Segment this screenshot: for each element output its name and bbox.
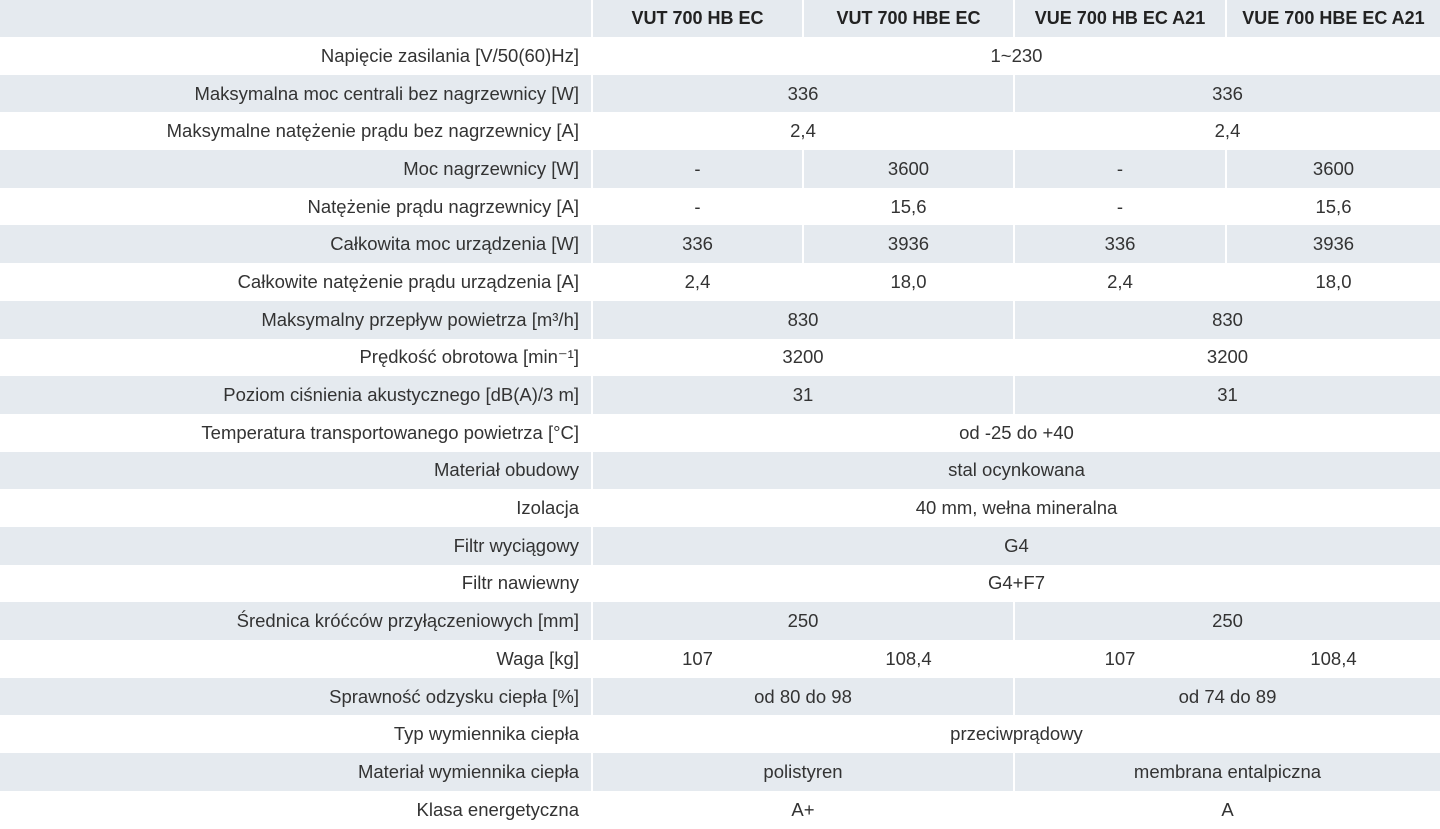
value-cell: A+: [591, 790, 1014, 829]
value-cell: od -25 do +40: [591, 413, 1440, 452]
value-cell: 250: [591, 602, 1014, 640]
table-row: Typ wymiennika ciepła przeciwprądowy: [0, 715, 1440, 754]
table-row: Napięcie zasilania [V/50(60)Hz] 1~230: [0, 37, 1440, 75]
row-label: Całkowite natężenie prądu urządzenia [A]: [237, 270, 579, 292]
table-row: Maksymalny przepływ powietrza [m³/h] 830 8…: [0, 300, 1440, 339]
value-cell: 1~230: [591, 37, 1440, 75]
value-cell: 2,4: [1013, 263, 1226, 301]
value-cell: membrana entalpiczna: [1013, 753, 1440, 791]
row-label: Materiał wymiennika ciepła: [0, 753, 592, 791]
value-cell: 3936: [802, 225, 1014, 264]
value-cell: -: [1013, 187, 1226, 226]
column-header: VUE 700 HB EC A21: [1013, 0, 1226, 37]
value-cell: 3200: [1013, 338, 1440, 377]
row-label: Prędkość obrotowa [min⁻¹]: [359, 346, 579, 368]
value-cell: 2,4: [1013, 112, 1440, 151]
value-cell: 830: [1013, 300, 1440, 339]
row-label: Maksymalny przepływ powietrza [m³/h]: [0, 300, 592, 339]
row-label: Temperatura transportowanego powietrza […: [201, 421, 579, 443]
value-cell: A: [1013, 790, 1440, 829]
row-label: Maksymalna moc centrali bez nagrzewnicy …: [0, 74, 592, 113]
table-row: Temperatura transportowanego powietrza […: [0, 413, 1440, 452]
table-row: Maksymalna moc centrali bez nagrzewnicy …: [0, 74, 1440, 113]
value-cell: 3600: [1225, 150, 1440, 188]
value-cell: 2,4: [591, 263, 803, 301]
table-row: Maksymalne natężenie prądu bez nagrzewni…: [0, 112, 1440, 151]
corner-cell: [0, 0, 592, 37]
value-cell: 3200: [591, 338, 1014, 377]
table-row: Filtr nawiewny G4+F7: [0, 564, 1440, 603]
value-cell: 250: [1013, 602, 1440, 640]
value-cell: 18,0: [1225, 263, 1440, 301]
row-label: Poziom ciśnienia akustycznego [dB(A)/3 m…: [0, 376, 592, 414]
row-label: Średnica króćców przyłączeniowych [mm]: [0, 602, 592, 640]
value-cell: -: [591, 150, 803, 188]
table-row: Waga [kg] 107 108,4 107 108,4: [0, 640, 1440, 678]
value-cell: 31: [591, 376, 1014, 414]
value-cell: 31: [1013, 376, 1440, 414]
row-label: Całkowita moc urządzenia [W]: [0, 225, 592, 264]
value-cell: 108,4: [1225, 640, 1440, 678]
table-row: Natężenie prądu nagrzewnicy [A] -15,6-15,…: [0, 187, 1440, 226]
value-cell: stal ocynkowana: [591, 451, 1440, 490]
table-row: Całkowite natężenie prądu urządzenia [A]…: [0, 263, 1440, 301]
header-row: VUT 700 HB EC VUT 700 HBE EC VUE 700 HB EC…: [0, 0, 1440, 37]
table-row: Materiał obudowy stal ocynkowana: [0, 451, 1440, 490]
value-cell: 3936: [1225, 225, 1440, 264]
column-header: VUT 700 HB EC: [591, 0, 803, 37]
value-cell: -: [591, 187, 803, 226]
table-body: Napięcie zasilania [V/50(60)Hz] 1~230 Maks…: [0, 37, 1440, 829]
table-row: Poziom ciśnienia akustycznego [dB(A)/3 m…: [0, 376, 1440, 414]
table-row: Izolacja 40 mm, wełna mineralna: [0, 489, 1440, 527]
table-row: Prędkość obrotowa [min⁻¹] 3200 3200: [0, 338, 1440, 377]
table-row: Moc nagrzewnicy [W] -3600-3600: [0, 150, 1440, 188]
row-label: Izolacja: [516, 497, 579, 519]
value-cell: G4: [591, 526, 1440, 565]
value-cell: 3600: [802, 150, 1014, 188]
row-label: Filtr nawiewny: [461, 572, 579, 594]
value-cell: 15,6: [802, 187, 1014, 226]
value-cell: 336: [1013, 225, 1226, 264]
table-row: Klasa energetyczna A+ A: [0, 790, 1440, 829]
row-label: Typ wymiennika ciepła: [393, 723, 579, 745]
value-cell: 108,4: [802, 640, 1014, 678]
value-cell: 18,0: [802, 263, 1014, 301]
value-cell: przeciwprądowy: [591, 715, 1440, 754]
value-cell: 2,4: [591, 112, 1014, 151]
row-label: Filtr wyciągowy: [0, 526, 592, 565]
value-cell: 830: [591, 300, 1014, 339]
row-label: Maksymalne natężenie prądu bez nagrzewni…: [166, 120, 579, 142]
value-cell: 15,6: [1225, 187, 1440, 226]
value-cell: 336: [1013, 74, 1440, 113]
value-cell: -: [1013, 150, 1226, 188]
value-cell: 336: [591, 74, 1014, 113]
table-row: Średnica króćców przyłączeniowych [mm] 25…: [0, 602, 1440, 640]
row-label: Sprawność odzysku ciepła [%]: [0, 677, 592, 716]
row-label: Natężenie prądu nagrzewnicy [A]: [307, 195, 579, 217]
value-cell: 40 mm, wełna mineralna: [591, 489, 1440, 527]
value-cell: od 80 do 98: [591, 677, 1014, 716]
value-cell: od 74 do 89: [1013, 677, 1440, 716]
table-row: Filtr wyciągowy G4: [0, 526, 1440, 565]
value-cell: G4+F7: [591, 564, 1440, 603]
column-header: VUT 700 HBE EC: [802, 0, 1014, 37]
row-label: Napięcie zasilania [V/50(60)Hz]: [320, 44, 579, 66]
table-row: Materiał wymiennika ciepła polistyren memb…: [0, 753, 1440, 791]
row-label: Klasa energetyczna: [416, 798, 580, 820]
row-label: Moc nagrzewnicy [W]: [0, 150, 592, 188]
table-row: Sprawność odzysku ciepła [%] od 80 do 98 o…: [0, 677, 1440, 716]
value-cell: 107: [1013, 640, 1226, 678]
row-label: Waga [kg]: [496, 647, 579, 669]
row-label: Materiał obudowy: [0, 451, 592, 490]
value-cell: polistyren: [591, 753, 1014, 791]
column-header: VUE 700 HBE EC A21: [1225, 0, 1440, 37]
table-row: Całkowita moc urządzenia [W] 336 3936 336 39…: [0, 225, 1440, 264]
value-cell: 107: [591, 640, 803, 678]
value-cell: 336: [591, 225, 803, 264]
